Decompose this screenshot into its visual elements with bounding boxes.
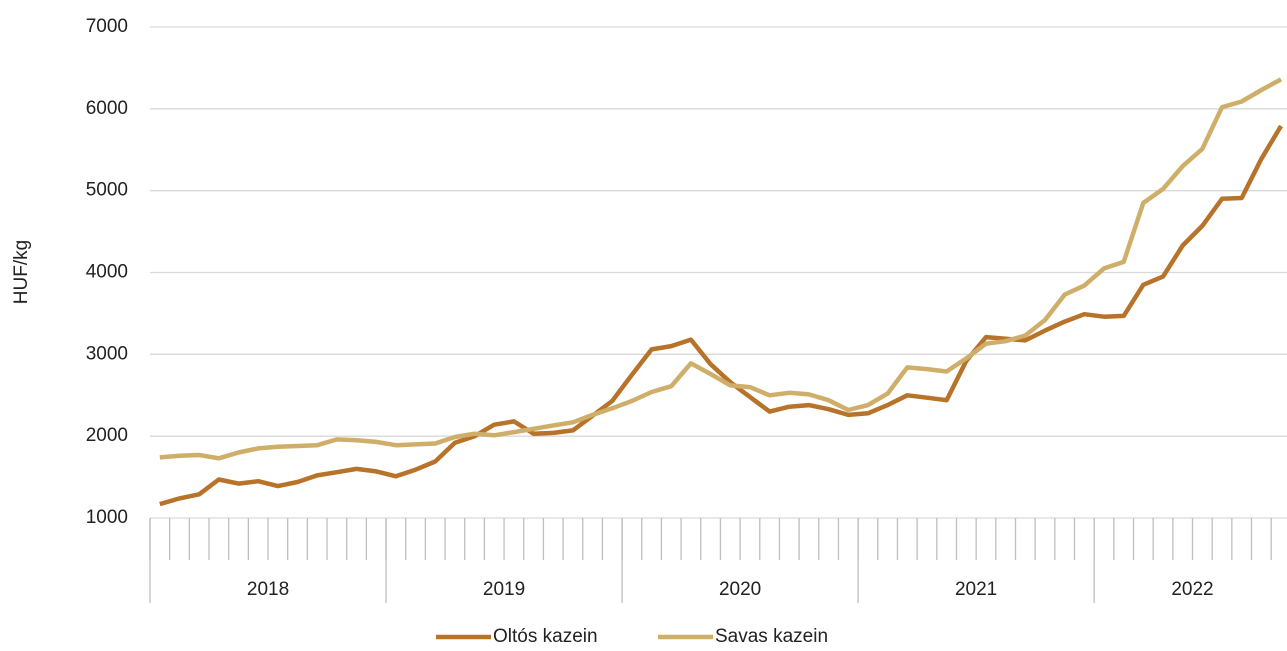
legend-label: Oltós kazein — [493, 626, 598, 647]
y-tick-label: 3000 — [86, 343, 128, 364]
x-group-label: 2022 — [1171, 579, 1213, 600]
y-tick-label: 2000 — [86, 425, 128, 446]
series-line — [159, 124, 1283, 507]
x-group-label: 2018 — [247, 579, 289, 600]
legend-label: Savas kazein — [715, 626, 828, 647]
y-axis-label: HUF/kg — [11, 240, 32, 304]
x-group-label: 2020 — [719, 579, 761, 600]
y-tick-label: 1000 — [86, 507, 128, 528]
x-group-label: 2019 — [483, 579, 525, 600]
series-line — [159, 77, 1283, 461]
y-tick-label: 4000 — [86, 262, 128, 283]
y-tick-label: 6000 — [86, 98, 128, 119]
y-tick-label: 5000 — [86, 180, 128, 201]
x-group-label: 2021 — [955, 579, 997, 600]
y-tick-label: 7000 — [86, 16, 128, 37]
